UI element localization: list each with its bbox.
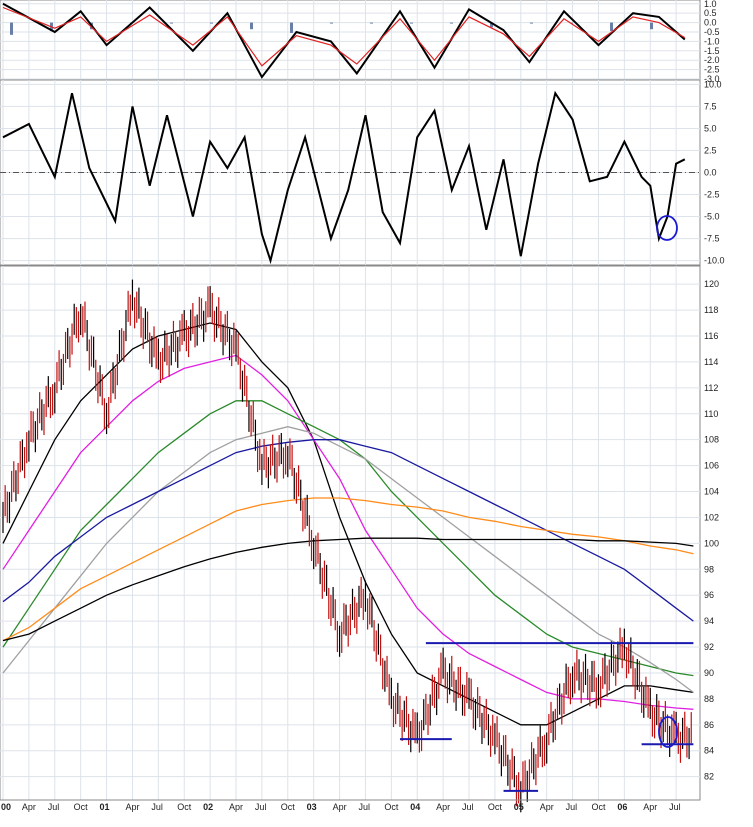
x-tick-label: 04 <box>410 802 420 812</box>
y-tick-label: 2.5 <box>704 145 717 155</box>
y-tick-label: 0.5 <box>704 8 717 18</box>
x-tick-label: Oct <box>488 802 503 812</box>
y-tick-label: 102 <box>704 512 719 522</box>
y-tick-label: 114 <box>704 357 718 367</box>
y-tick-label: -3.0 <box>704 74 720 84</box>
x-tick-label: Apr <box>229 802 243 812</box>
y-tick-label: 90 <box>704 668 714 678</box>
histogram-bar <box>210 22 213 24</box>
y-tick-label: -7.5 <box>704 234 720 244</box>
y-tick-label: 10.0 <box>704 79 722 89</box>
y-tick-label: -0.5 <box>704 27 720 37</box>
x-tick-label: Apr <box>125 802 139 812</box>
x-tick-label: Jul <box>255 802 267 812</box>
x-tick-label: Jul <box>462 802 474 812</box>
histogram-bar <box>530 22 533 24</box>
y-tick-label: 1.0 <box>704 0 717 9</box>
price-panel: 120 118 116 114 112 110 108 106 104 102 100 98 96 94 9… <box>0 265 719 813</box>
y-tick-label: 94 <box>704 616 714 626</box>
y-tick-label: 0.0 <box>704 18 717 28</box>
x-tick-label: Apr <box>643 802 657 812</box>
x-tick-label: 03 <box>307 802 317 812</box>
oscillator-low-highlight <box>656 215 678 241</box>
x-tick-label: Jul <box>669 802 681 812</box>
y-tick-label: -1.5 <box>704 46 720 56</box>
y-tick-label: -2.5 <box>704 190 720 200</box>
y-tick-label: 7.5 <box>704 101 717 111</box>
x-tick-label: Oct <box>384 802 399 812</box>
y-tick-label: -5.0 <box>704 212 720 222</box>
y-tick-label: 82 <box>704 772 714 782</box>
x-tick-label: Jul <box>566 802 578 812</box>
histogram-bar <box>10 22 13 35</box>
x-tick-label: Oct <box>281 802 296 812</box>
moving-average-line <box>2 322 694 726</box>
x-tick-label: 06 <box>617 802 627 812</box>
y-tick-label: 84 <box>704 746 714 756</box>
y-tick-label: 96 <box>704 590 714 600</box>
histogram-bar <box>290 22 293 33</box>
y-tick-label: -2.5 <box>704 65 720 75</box>
y-tick-label: 108 <box>704 435 719 445</box>
x-tick-label: Jul <box>48 802 60 812</box>
y-tick-label: 110 <box>704 409 718 419</box>
x-tick-label: Jul <box>358 802 370 812</box>
histogram-bar <box>450 22 453 24</box>
annotations <box>656 215 678 748</box>
price-low-highlight <box>658 716 678 748</box>
x-tick-label: Oct <box>74 802 89 812</box>
histogram-bar <box>170 22 173 24</box>
x-tick-label: 05 <box>514 802 524 812</box>
histogram-bar <box>370 22 373 24</box>
y-tick-label: 120 <box>704 279 719 289</box>
y-tick-label: -2.0 <box>704 55 720 65</box>
histogram-bar <box>650 22 653 30</box>
histogram-bar <box>490 22 493 28</box>
x-tick-label: Apr <box>436 802 450 812</box>
y-tick-label: 106 <box>704 461 719 471</box>
middle-panel: 10.0 7.5 5.0 2.5 0.0 -2.5 -5.0 -7.5 -10.0 <box>0 79 725 266</box>
x-tick-label: Apr <box>22 802 36 812</box>
price-panel-frame <box>0 265 701 801</box>
histogram-bar <box>250 22 253 30</box>
histogram-bar <box>610 22 613 32</box>
x-tick-label: Oct <box>591 802 606 812</box>
y-tick-label: 88 <box>704 694 714 704</box>
moving-average-line <box>2 354 694 710</box>
y-tick-label: 5.0 <box>704 123 717 133</box>
moving-average-line <box>2 439 694 622</box>
y-tick-label: 100 <box>704 538 719 548</box>
y-tick-label: 92 <box>704 642 714 652</box>
histogram-bar <box>330 22 333 24</box>
moving-average-line <box>2 537 694 642</box>
series-line <box>2 6 686 67</box>
x-tick-label: 00 <box>1 802 11 812</box>
moving-average-line <box>2 497 694 642</box>
y-tick-label: 0.0 <box>704 168 717 178</box>
histogram-bar <box>410 22 413 24</box>
x-tick-label: Apr <box>540 802 554 812</box>
moving-average-line <box>2 426 694 693</box>
x-tick-label: Oct <box>177 802 192 812</box>
y-tick-label: 98 <box>704 564 714 574</box>
x-tick-label: 02 <box>203 802 213 812</box>
x-axis: 00 Apr Jul Oct 01 Apr Jul Oct 02 Apr Jul Oct 03 Apr Ju… <box>0 799 700 812</box>
y-tick-label: 104 <box>704 487 719 497</box>
y-tick-label: -10.0 <box>704 256 725 266</box>
y-tick-label: 112 <box>704 383 718 393</box>
y-tick-label: 116 <box>704 331 718 341</box>
y-tick-label: 118 <box>704 305 718 315</box>
top-panel: 1.00.50.0-0.5-1.0-1.5-2.0-2.5-3.0 <box>0 0 720 84</box>
moving-average-line <box>2 400 694 677</box>
x-tick-label: Apr <box>333 802 347 812</box>
series-line <box>2 90 686 265</box>
y-tick-label: -1.0 <box>704 36 720 46</box>
y-tick-label: 86 <box>704 720 714 730</box>
x-tick-label: 01 <box>100 802 110 812</box>
x-tick-label: Jul <box>151 802 163 812</box>
